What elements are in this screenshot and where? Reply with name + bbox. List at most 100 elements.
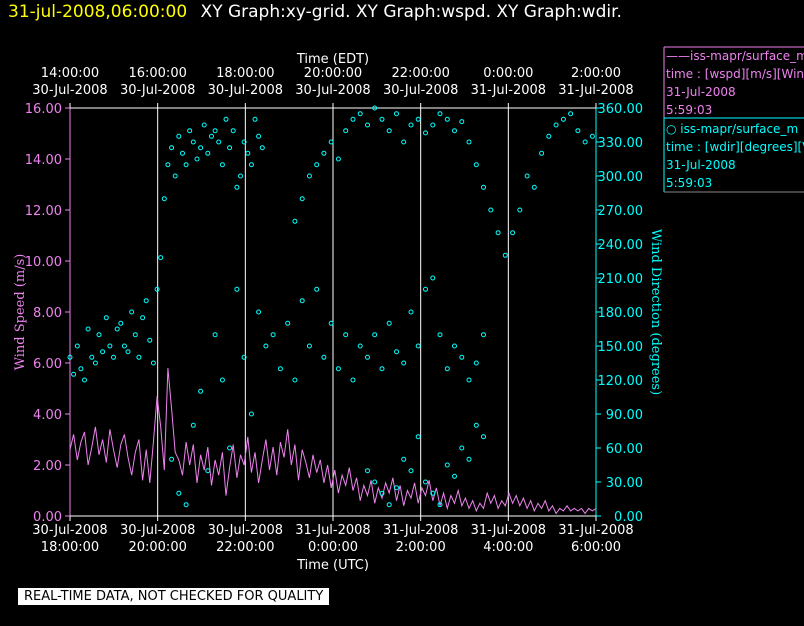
series-wdir-point bbox=[154, 286, 160, 292]
bottom-tick-time: 2:00:00 bbox=[396, 540, 446, 555]
bottom-tick-date: 31-Jul-2008 bbox=[471, 523, 546, 538]
series-wdir-point bbox=[285, 320, 291, 326]
series-wdir-point bbox=[118, 320, 124, 326]
series-wdir-point bbox=[190, 422, 196, 428]
series-wdir-point bbox=[121, 343, 127, 349]
series-wdir-point bbox=[553, 122, 559, 128]
series-wdir-point bbox=[89, 354, 95, 360]
series-wdir-point bbox=[277, 366, 283, 372]
series-wdir-point bbox=[394, 111, 399, 117]
series-wdir-point bbox=[473, 422, 479, 428]
qc-notice: REAL-TIME DATA, NOT CHECKED FOR QUALITY bbox=[18, 588, 330, 605]
series-wdir-point bbox=[466, 377, 472, 383]
series-wdir-point bbox=[248, 162, 254, 168]
bottom-tick-date: 31-Jul-2008 bbox=[295, 523, 370, 538]
series-wdir-point bbox=[423, 130, 428, 136]
series-wdir-point bbox=[466, 456, 472, 462]
series-wdir-point bbox=[238, 173, 243, 179]
bottom-tick-time: 6:00:00 bbox=[571, 540, 621, 555]
legend-wspd-units: time : [wspd][m/s][Wind bbox=[666, 67, 804, 81]
series-wdir-point bbox=[187, 128, 193, 134]
right-axis-label: Wind Direction (degrees) bbox=[648, 229, 663, 395]
series-wdir-point bbox=[589, 133, 595, 139]
series-wdir-point bbox=[172, 173, 178, 179]
series-wdir-point bbox=[92, 360, 98, 366]
series-wdir-point bbox=[212, 128, 218, 134]
top-tick-date: 30-Jul-2008 bbox=[120, 83, 195, 98]
series-wdir-point bbox=[328, 320, 334, 326]
series-wdir-point bbox=[386, 502, 392, 508]
series-wdir-point bbox=[227, 145, 233, 151]
series-wdir-point bbox=[212, 332, 218, 338]
series-wdir-point bbox=[415, 116, 421, 122]
series-wdir-point bbox=[245, 150, 251, 156]
series-wdir-point bbox=[531, 184, 537, 190]
series-wdir-point bbox=[183, 162, 189, 168]
left-tick-label: 4.00 bbox=[33, 408, 62, 423]
series-wdir-point bbox=[256, 133, 262, 139]
series-wdir-point bbox=[335, 366, 341, 372]
series-wdir-point bbox=[488, 207, 494, 213]
top-tick-time: 20:00:00 bbox=[304, 66, 362, 81]
right-tick-label: 120.00 bbox=[598, 374, 644, 389]
right-tick-label: 360.00 bbox=[598, 102, 644, 117]
series-wdir-point bbox=[132, 332, 138, 338]
series-wdir-point bbox=[568, 111, 574, 117]
series-wdir-point bbox=[502, 252, 508, 258]
series-wdir-point bbox=[227, 445, 233, 451]
series-wdir-point bbox=[517, 207, 523, 213]
series-wdir-point bbox=[176, 490, 182, 496]
series-wdir-point bbox=[444, 116, 450, 122]
series-wdir-point bbox=[248, 411, 254, 417]
top-tick-time: 16:00:00 bbox=[128, 66, 186, 81]
series-wdir-point bbox=[401, 456, 407, 462]
legend-wspd-name: ——iss-mapr/surface_m bbox=[666, 49, 804, 63]
series-wdir-point bbox=[444, 366, 450, 372]
series-wdir-point bbox=[401, 139, 407, 145]
series-wdir-point bbox=[252, 116, 258, 122]
series-wdir-point bbox=[321, 150, 327, 156]
series-wdir-point bbox=[190, 139, 196, 145]
series-wdir-point bbox=[103, 315, 109, 321]
series-wdir-point bbox=[408, 309, 414, 315]
series-wdir-point bbox=[459, 119, 465, 125]
timestamp: 31-jul-2008,06:00:00 bbox=[8, 2, 188, 22]
series-wdir-point bbox=[107, 343, 113, 349]
left-tick-label: 16.00 bbox=[25, 102, 62, 117]
series-wdir-point bbox=[241, 354, 247, 360]
bottom-tick-time: 22:00:00 bbox=[216, 540, 274, 555]
series-wdir-point bbox=[306, 343, 312, 349]
series-wdir-point bbox=[575, 128, 581, 134]
bottom-tick-date: 30-Jul-2008 bbox=[32, 523, 107, 538]
series-wdir-point bbox=[314, 286, 320, 292]
series-wdir-point bbox=[379, 366, 385, 372]
bottom-tick-date: 31-Jul-2008 bbox=[383, 523, 458, 538]
series-wdir-point bbox=[401, 360, 407, 366]
series-wdir-point bbox=[560, 116, 566, 122]
series-wdir-point bbox=[379, 116, 385, 122]
series-wdir-point bbox=[78, 366, 84, 372]
series-wdir-point bbox=[459, 354, 465, 360]
series-wdir-point bbox=[292, 377, 298, 383]
series-wdir-point bbox=[96, 332, 102, 338]
series-wdir-point bbox=[430, 122, 436, 128]
series-wdir-point bbox=[129, 309, 135, 315]
series-wdir-point bbox=[430, 275, 436, 281]
series-wdir-point bbox=[415, 343, 421, 349]
series-wdir-point bbox=[314, 162, 320, 168]
top-tick-time: 2:00:00 bbox=[571, 66, 621, 81]
right-tick-label: 90.00 bbox=[606, 408, 643, 423]
series-wdir-point bbox=[114, 326, 120, 332]
top-tick-time: 22:00:00 bbox=[391, 66, 449, 81]
legend-wspd-date: 31-Jul-2008 bbox=[666, 85, 736, 99]
bottom-tick-time: 18:00:00 bbox=[41, 540, 99, 555]
series-wdir-point bbox=[234, 286, 240, 292]
series-wdir-point bbox=[180, 150, 185, 156]
series-wdir-point bbox=[205, 468, 211, 474]
series-wdir-point bbox=[481, 332, 486, 338]
series-wdir-point bbox=[365, 354, 370, 360]
series-wdir-point bbox=[306, 173, 312, 179]
series-wdir-point bbox=[230, 128, 236, 134]
series-wdir-point bbox=[423, 286, 428, 292]
